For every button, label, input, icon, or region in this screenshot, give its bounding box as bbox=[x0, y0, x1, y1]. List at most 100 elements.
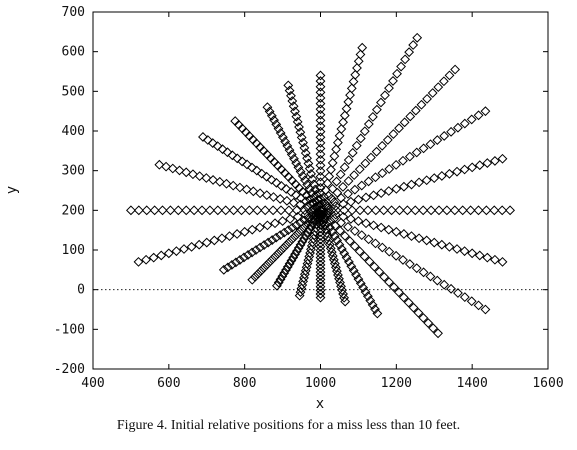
data-point-diamond bbox=[283, 205, 294, 216]
data-point-diamond bbox=[285, 214, 296, 224]
data-point-diamond bbox=[280, 136, 291, 147]
data-point-diamond bbox=[355, 278, 366, 289]
data-point-diamond bbox=[332, 187, 343, 198]
data-point-diamond bbox=[289, 231, 300, 242]
data-point-diamond bbox=[299, 205, 310, 216]
data-point-diamond bbox=[362, 205, 373, 216]
data-point-diamond bbox=[459, 164, 470, 175]
data-point-diamond bbox=[444, 70, 455, 81]
data-point-diamond bbox=[222, 147, 233, 158]
data-point-diamond bbox=[340, 231, 350, 241]
data-point-diamond bbox=[414, 233, 424, 244]
data-point-diamond bbox=[212, 141, 223, 152]
data-point-diamond bbox=[365, 295, 376, 306]
data-point-diamond bbox=[315, 274, 326, 285]
data-point-diamond bbox=[163, 248, 174, 259]
data-point-diamond bbox=[439, 279, 450, 290]
data-point-diamond bbox=[371, 104, 382, 115]
data-point-diamond bbox=[247, 162, 257, 173]
data-point-diamond bbox=[323, 207, 333, 218]
data-point-diamond bbox=[377, 140, 388, 151]
y-tick-label: 700 bbox=[62, 5, 85, 20]
data-point-diamond bbox=[301, 230, 311, 241]
data-point-diamond bbox=[406, 179, 417, 190]
data-point-diamond bbox=[291, 205, 302, 216]
data-point-diamond bbox=[320, 224, 331, 235]
data-point-diamond bbox=[427, 88, 438, 98]
data-point-diamond bbox=[230, 116, 241, 126]
data-point-diamond bbox=[243, 250, 253, 260]
data-point-diamond bbox=[236, 205, 247, 216]
x-tick-label: 1200 bbox=[381, 376, 412, 391]
data-point-diamond bbox=[315, 278, 326, 288]
data-point-diamond bbox=[432, 275, 443, 286]
data-point-diamond bbox=[418, 143, 429, 154]
data-point-diamond bbox=[425, 139, 436, 150]
data-point-diamond bbox=[271, 280, 282, 291]
data-point-diamond bbox=[358, 282, 369, 293]
data-point-diamond bbox=[418, 313, 429, 323]
data-point-diamond bbox=[271, 177, 282, 188]
data-point-diamond bbox=[315, 126, 326, 137]
data-point-diamond bbox=[292, 116, 303, 127]
data-point-diamond bbox=[230, 257, 241, 268]
data-point-diamond bbox=[315, 137, 326, 148]
data-point-diamond bbox=[388, 76, 398, 86]
data-point-diamond bbox=[171, 246, 182, 257]
data-point-diamond bbox=[323, 235, 334, 246]
data-point-diamond bbox=[353, 274, 364, 284]
data-point-diamond bbox=[297, 171, 308, 181]
data-point-diamond bbox=[425, 271, 436, 282]
data-point-diamond bbox=[433, 82, 444, 93]
data-point-diamond bbox=[349, 241, 360, 252]
data-point-diamond bbox=[284, 145, 295, 156]
data-point-diamond bbox=[265, 153, 276, 164]
data-point-diamond bbox=[292, 228, 303, 239]
data-point-diamond bbox=[466, 114, 477, 125]
data-point-diamond bbox=[465, 205, 476, 216]
data-point-diamond bbox=[263, 237, 274, 248]
data-point-diamond bbox=[319, 220, 330, 231]
data-point-diamond bbox=[497, 256, 508, 267]
y-tick-label: 100 bbox=[62, 243, 85, 258]
data-point-diamond bbox=[400, 54, 411, 65]
data-point-diamond bbox=[141, 254, 151, 265]
data-point-diamond bbox=[275, 245, 286, 256]
data-point-diamond bbox=[391, 226, 402, 237]
data-point-diamond bbox=[367, 111, 378, 122]
data-point-diamond bbox=[315, 70, 326, 81]
x-axis-ticks: 400 600 800 1000 1200 1400 1600 bbox=[81, 12, 564, 391]
data-point-diamond bbox=[404, 259, 415, 269]
data-point-diamond bbox=[324, 171, 335, 182]
data-point-diamond bbox=[264, 257, 275, 268]
data-point-diamond bbox=[286, 255, 297, 266]
data-point-diamond bbox=[337, 285, 347, 296]
data-point-diamond bbox=[261, 260, 272, 271]
data-point-diamond bbox=[336, 244, 347, 254]
data-point-diamond bbox=[300, 175, 310, 186]
data-point-diamond bbox=[315, 281, 326, 292]
data-point-diamond bbox=[480, 106, 491, 117]
data-point-diamond bbox=[291, 158, 302, 168]
data-point-diamond bbox=[396, 61, 406, 72]
data-point-diamond bbox=[279, 268, 290, 279]
data-point-diamond bbox=[383, 224, 394, 235]
data-point-diamond bbox=[444, 168, 455, 179]
data-point-diamond bbox=[310, 214, 320, 225]
data-point-diamond bbox=[315, 241, 326, 252]
data-point-diamond bbox=[357, 42, 368, 53]
data-point-diamond bbox=[421, 235, 432, 246]
data-point-diamond bbox=[295, 287, 306, 297]
data-point-diamond bbox=[306, 221, 317, 231]
data-point-diamond bbox=[270, 251, 280, 262]
y-tick-label: 300 bbox=[62, 164, 85, 179]
data-point-diamond bbox=[286, 187, 297, 197]
data-point-diamond bbox=[354, 246, 365, 257]
data-point-diamond bbox=[473, 300, 484, 311]
data-point-diamond bbox=[466, 296, 477, 307]
data-point-diamond bbox=[315, 76, 326, 86]
figure-caption: Figure 4. Initial relative positions for… bbox=[116, 418, 461, 433]
data-point-diamond bbox=[497, 153, 508, 164]
data-point-diamond bbox=[251, 138, 262, 149]
data-point-diamond bbox=[290, 249, 300, 260]
